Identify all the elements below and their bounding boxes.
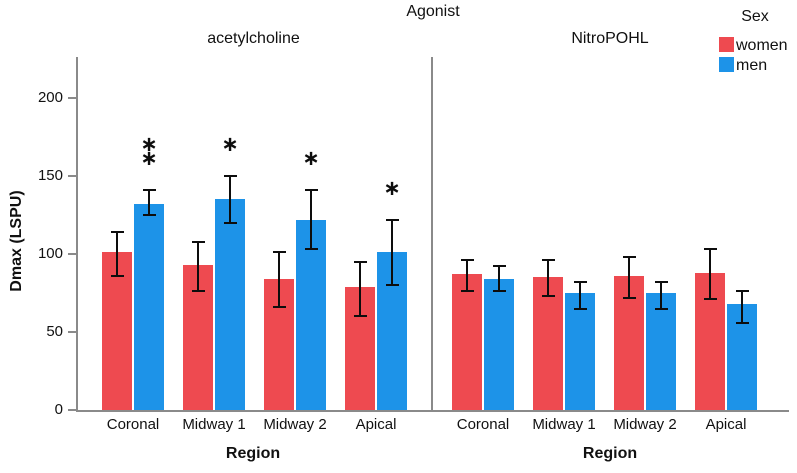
- error-bar-cap-bottom: [460, 290, 474, 293]
- error-bar-cap-top: [541, 259, 555, 262]
- category-label: Coronal: [456, 416, 510, 433]
- category-label: Midway 1: [182, 416, 246, 433]
- error-bar-cap-top: [353, 260, 367, 263]
- asterisk-icon: ∗: [140, 147, 158, 171]
- error-bar-line: [116, 232, 118, 276]
- significance-marker: ∗: [299, 147, 323, 171]
- error-bar-line: [579, 282, 581, 309]
- category-label: Apical: [355, 416, 397, 433]
- error-bar-cap-bottom: [735, 321, 749, 324]
- bar-men-midway-2: [646, 293, 676, 410]
- y-tick: [68, 175, 76, 177]
- error-bar-cap-top: [223, 175, 237, 177]
- category-label: Midway 2: [263, 416, 327, 433]
- error-bar-line: [709, 249, 711, 300]
- legend-swatch-men: [719, 57, 734, 72]
- y-axis-line-panel-1: [431, 57, 433, 412]
- error-bar-cap-bottom: [110, 274, 124, 277]
- y-tick: [68, 253, 76, 255]
- significance-marker: ∗: [380, 176, 404, 200]
- category-label: Apical: [705, 416, 747, 433]
- bar-men-coronal: [484, 278, 514, 410]
- error-bar-cap-bottom: [385, 284, 399, 287]
- error-bar-line: [310, 190, 312, 250]
- error-bar-cap-bottom: [492, 290, 506, 293]
- error-bar-cap-top: [735, 290, 749, 293]
- panel-label-nitropohl: NitroPOHL: [571, 30, 649, 47]
- bar-women-midway-1: [533, 277, 563, 410]
- error-bar-line: [498, 266, 500, 292]
- error-bar-line: [391, 219, 393, 286]
- panel-label-acetylcholine: acetylcholine: [207, 30, 300, 47]
- error-bar-cap-top: [622, 256, 636, 259]
- bar-men-midway-1: [565, 293, 595, 410]
- y-tick-label: 150: [37, 167, 63, 184]
- error-bar-cap-top: [304, 189, 318, 192]
- error-bar-cap-top: [385, 218, 399, 221]
- x-axis-title-right-panel: Region: [582, 445, 638, 462]
- y-tick-label: 0: [54, 401, 63, 418]
- error-bar-cap-top: [191, 240, 205, 243]
- x-axis-line: [76, 410, 789, 412]
- y-tick: [68, 97, 76, 99]
- error-bar-cap-top: [460, 259, 474, 262]
- y-tick-label: 200: [37, 89, 63, 106]
- asterisk-icon: ∗: [221, 133, 239, 156]
- error-bar-cap-bottom: [541, 295, 555, 298]
- error-bar-cap-top: [110, 231, 124, 234]
- legend-title: Sex: [741, 8, 769, 25]
- y-tick-label: 100: [37, 245, 63, 262]
- error-bar-cap-bottom: [353, 315, 367, 318]
- category-label: Midway 2: [613, 416, 677, 433]
- legend-swatch-women: [719, 37, 734, 52]
- error-bar-cap-bottom: [272, 306, 286, 309]
- error-bar-cap-bottom: [223, 221, 237, 224]
- y-axis-line-panel-0: [76, 57, 78, 412]
- error-bar-cap-top: [573, 281, 587, 284]
- significance-marker: ∗: [218, 133, 242, 156]
- error-bar-cap-top: [703, 248, 717, 251]
- error-bar-cap-bottom: [654, 307, 668, 310]
- error-bar-line: [278, 252, 280, 308]
- error-bar-cap-bottom: [142, 214, 156, 216]
- asterisk-icon: ∗: [140, 133, 158, 157]
- legend-label-men: men: [736, 57, 768, 74]
- category-label: Midway 1: [532, 416, 596, 433]
- chart-title: Agonist: [406, 3, 460, 20]
- bar-men-coronal: [134, 204, 164, 410]
- y-tick: [68, 409, 76, 411]
- error-bar-cap-top: [492, 265, 506, 268]
- asterisk-icon: ∗: [383, 176, 401, 200]
- x-axis-title-left-panel: Region: [225, 445, 281, 462]
- error-bar-line: [197, 241, 199, 292]
- bar-men-midway-2: [296, 219, 326, 410]
- error-bar-line: [148, 190, 150, 215]
- bar-women-coronal: [452, 274, 482, 410]
- error-bar-cap-bottom: [573, 307, 587, 310]
- bar-men-midway-1: [215, 199, 245, 410]
- error-bar-line: [547, 260, 549, 297]
- error-bar-cap-top: [272, 251, 286, 254]
- asterisk-icon: ∗: [302, 147, 320, 171]
- error-bar-line: [660, 282, 662, 309]
- bar-women-coronal: [102, 252, 132, 410]
- y-tick-label: 50: [46, 323, 63, 340]
- error-bar-line: [359, 261, 361, 317]
- y-tick: [68, 331, 76, 333]
- legend-label-women: women: [736, 37, 788, 54]
- error-bar-line: [466, 260, 468, 292]
- error-bar-cap-bottom: [703, 298, 717, 301]
- significance-marker: ∗ ∗: [137, 133, 161, 171]
- error-bar-cap-top: [654, 281, 668, 284]
- error-bar-line: [741, 291, 743, 323]
- error-bar-cap-top: [142, 189, 156, 192]
- error-bar-cap-bottom: [304, 248, 318, 251]
- error-bar-cap-bottom: [191, 290, 205, 293]
- error-bar-cap-bottom: [622, 296, 636, 299]
- error-bar-line: [628, 257, 630, 298]
- error-bar-line: [229, 176, 231, 223]
- category-label: Coronal: [106, 416, 160, 433]
